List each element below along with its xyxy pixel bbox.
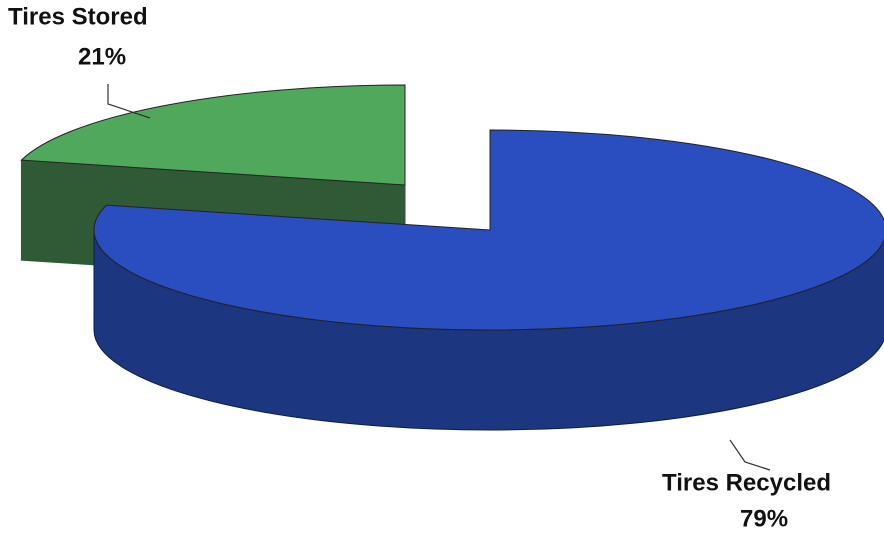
slice-value-label: 21% (78, 43, 126, 70)
leader-line (729, 439, 771, 471)
slice (93, 129, 884, 331)
pie (20, 84, 884, 431)
leader-line (107, 84, 151, 119)
slice-label: Tires Stored (8, 3, 148, 30)
slice-value-label: 79% (740, 505, 788, 532)
slice (20, 84, 406, 186)
slice-label: Tires Recycled (662, 469, 831, 496)
